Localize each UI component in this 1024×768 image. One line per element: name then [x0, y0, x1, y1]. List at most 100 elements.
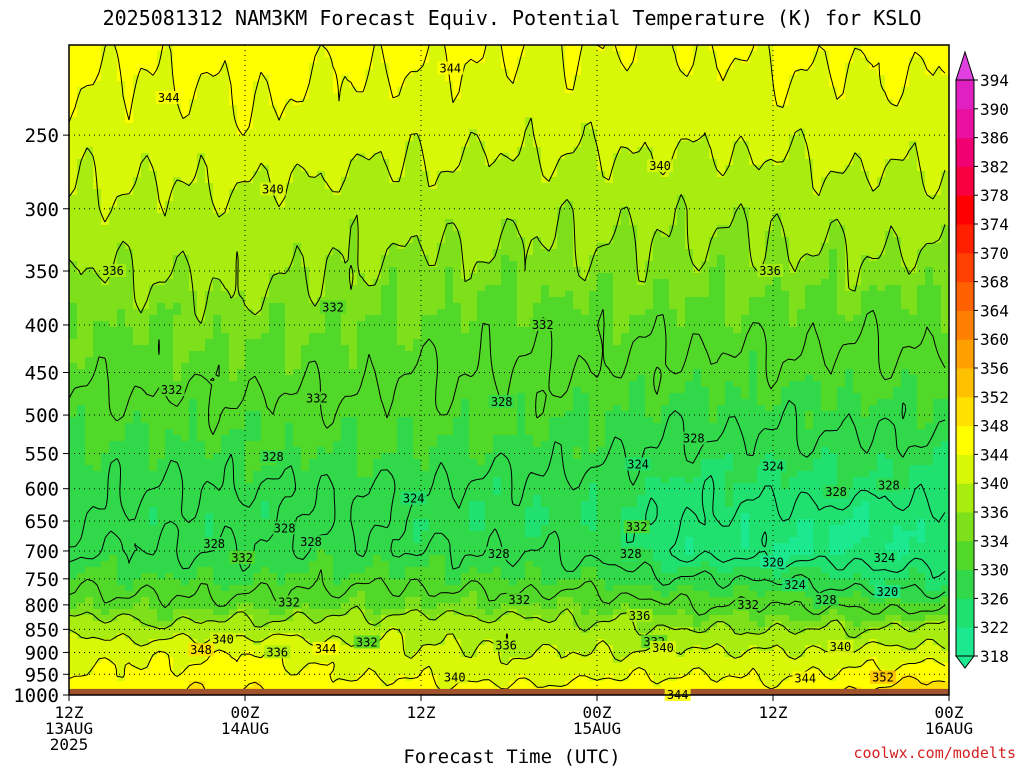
- field-cell: [301, 513, 310, 520]
- field-cell: [245, 435, 254, 442]
- field-cell: [245, 105, 254, 112]
- field-cell: [325, 57, 334, 64]
- field-cell: [197, 525, 206, 532]
- field-cell: [189, 213, 198, 220]
- field-cell: [125, 651, 134, 658]
- field-cell: [181, 225, 190, 232]
- field-cell: [149, 117, 158, 124]
- field-cell: [245, 81, 254, 88]
- field-cell: [261, 255, 270, 262]
- field-cell: [277, 153, 286, 160]
- field-cell: [77, 99, 86, 106]
- field-cell: [125, 303, 134, 310]
- field-cell: [213, 669, 222, 676]
- field-cell: [341, 375, 350, 382]
- field-cell: [373, 573, 382, 580]
- field-cell: [389, 381, 398, 388]
- field-cell: [109, 165, 118, 172]
- field-cell: [325, 681, 334, 688]
- field-cell: [413, 663, 422, 670]
- field-cell: [125, 435, 134, 442]
- field-cell: [293, 45, 302, 52]
- field-cell: [221, 333, 230, 340]
- field-cell: [221, 645, 230, 652]
- field-cell: [341, 489, 350, 496]
- field-cell: [349, 321, 358, 328]
- field-cell: [69, 489, 78, 496]
- field-cell: [85, 501, 94, 508]
- field-cell: [245, 207, 254, 214]
- field-cell: [69, 591, 78, 598]
- field-cell: [149, 363, 158, 370]
- field-cell: [85, 591, 94, 598]
- field-cell: [373, 81, 382, 88]
- field-cell: [117, 465, 126, 472]
- field-cell: [237, 153, 246, 160]
- field-cell: [277, 435, 286, 442]
- field-cell: [181, 87, 190, 94]
- field-cell: [69, 81, 78, 88]
- field-cell: [373, 549, 382, 556]
- field-cell: [117, 621, 126, 628]
- field-cell: [293, 321, 302, 328]
- field-cell: [133, 483, 142, 490]
- field-cell: [261, 243, 270, 250]
- field-cell: [133, 165, 142, 172]
- field-cell: [133, 189, 142, 196]
- field-cell: [109, 651, 118, 658]
- field-cell: [189, 579, 198, 586]
- field-cell: [165, 63, 174, 70]
- field-cell: [133, 129, 142, 136]
- field-cell: [93, 261, 102, 268]
- field-cell: [93, 351, 102, 358]
- field-cell: [149, 195, 158, 202]
- field-cell: [77, 561, 86, 568]
- field-cell: [293, 201, 302, 208]
- field-cell: [389, 573, 398, 580]
- field-cell: [189, 81, 198, 88]
- field-cell: [341, 69, 350, 76]
- field-cell: [117, 429, 126, 436]
- field-cell: [405, 141, 414, 148]
- field-cell: [101, 525, 110, 532]
- field-cell: [261, 429, 270, 436]
- field-cell: [277, 267, 286, 274]
- field-cell: [389, 171, 398, 178]
- field-cell: [245, 249, 254, 256]
- field-cell: [237, 483, 246, 490]
- field-cell: [341, 585, 350, 592]
- field-cell: [245, 177, 254, 184]
- field-cell: [293, 489, 302, 496]
- field-cell: [133, 231, 142, 238]
- field-cell: [213, 81, 222, 88]
- field-cell: [101, 405, 110, 412]
- field-cell: [261, 249, 270, 256]
- field-cell: [301, 189, 310, 196]
- field-cell: [285, 477, 294, 484]
- field-cell: [381, 69, 390, 76]
- field-cell: [213, 609, 222, 616]
- field-cell: [277, 87, 286, 94]
- field-cell: [309, 129, 318, 136]
- field-cell: [277, 333, 286, 340]
- field-cell: [333, 543, 342, 550]
- field-cell: [101, 495, 110, 502]
- field-cell: [413, 567, 422, 574]
- field-cell: [373, 531, 382, 538]
- field-cell: [373, 579, 382, 586]
- field-cell: [141, 609, 150, 616]
- field-cell: [189, 237, 198, 244]
- field-cell: [285, 45, 294, 52]
- field-cell: [173, 579, 182, 586]
- field-cell: [69, 555, 78, 562]
- field-cell: [157, 669, 166, 676]
- field-cell: [413, 597, 422, 604]
- field-cell: [133, 171, 142, 178]
- field-cell: [325, 531, 334, 538]
- field-cell: [333, 411, 342, 418]
- field-cell: [365, 51, 374, 58]
- field-cell: [141, 507, 150, 514]
- field-cell: [229, 201, 238, 208]
- field-cell: [197, 273, 206, 280]
- field-cell: [397, 309, 406, 316]
